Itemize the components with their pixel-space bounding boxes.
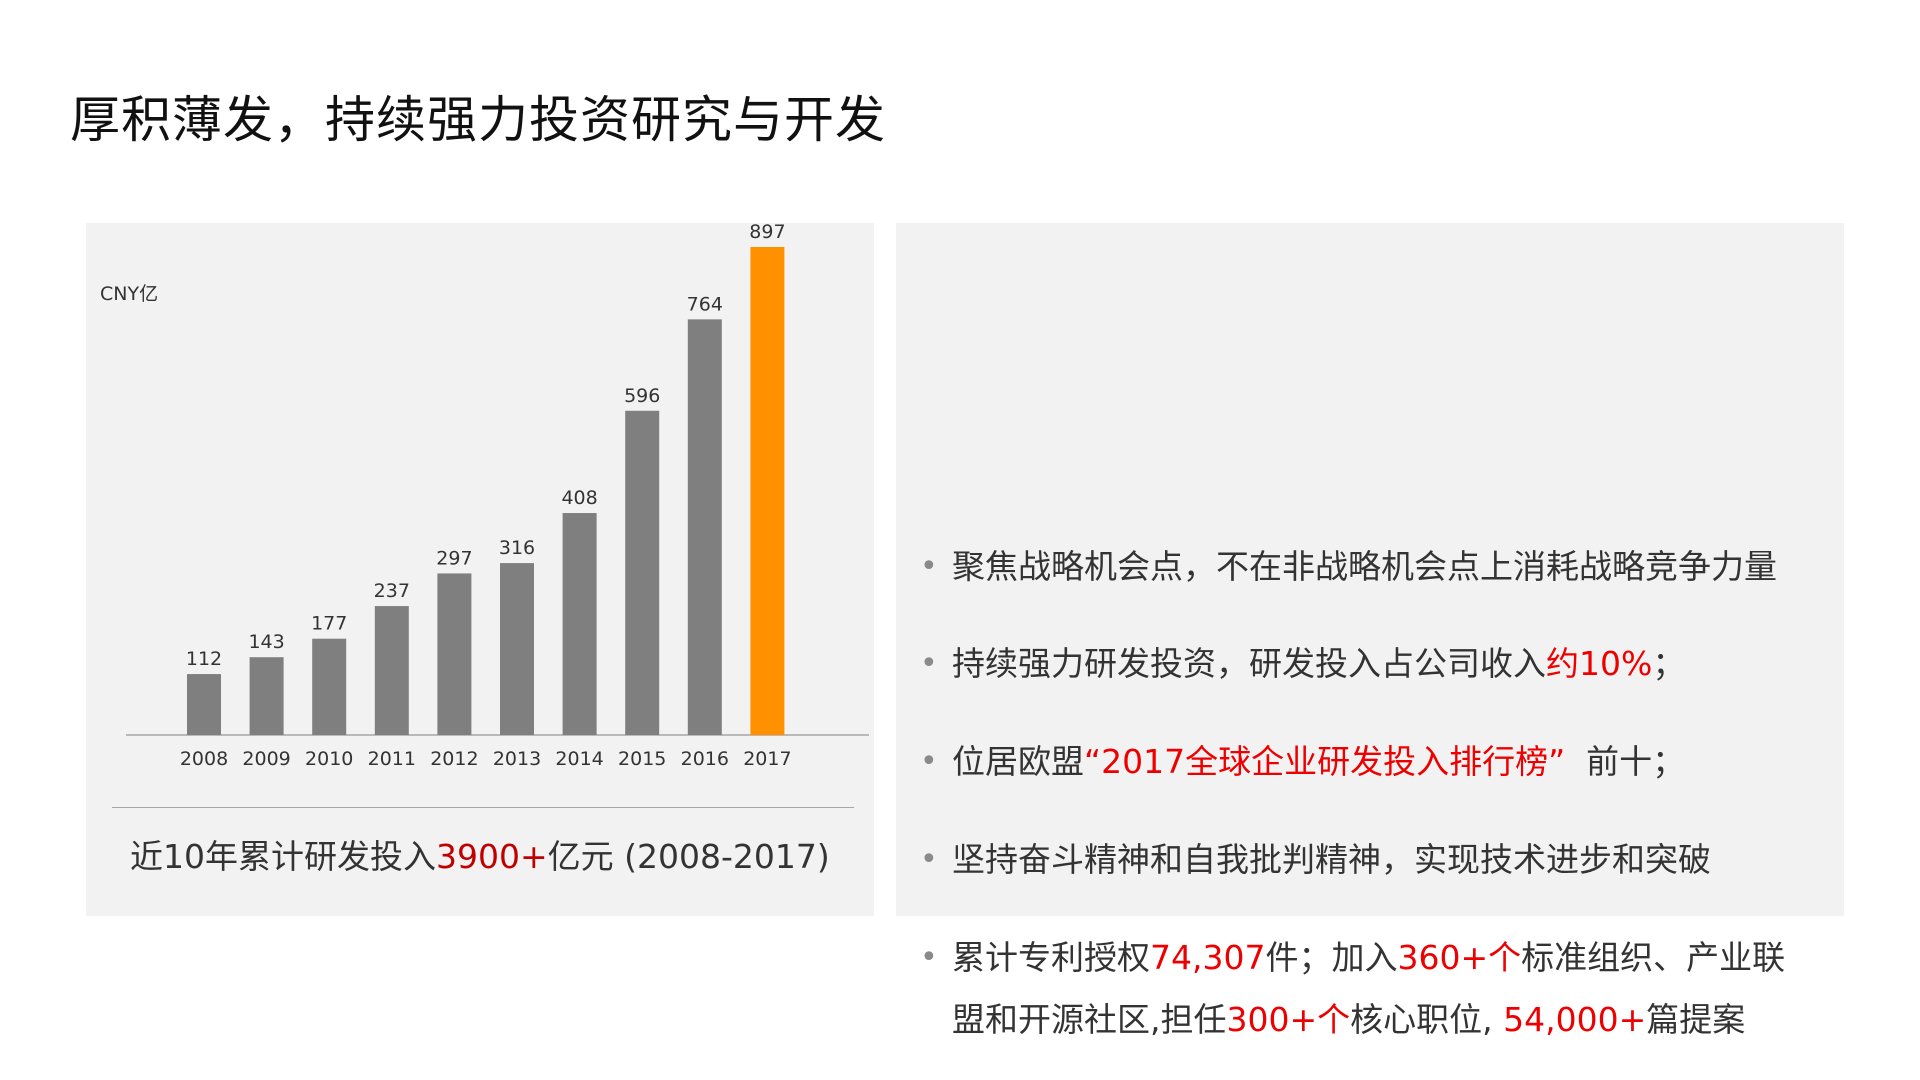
bar-2015: [625, 410, 660, 735]
bullet-text: 篇提案: [1646, 1000, 1746, 1039]
bullet-strategy: • 聚焦战略机会点，不在非战略机会点上消耗战略竞争力量: [914, 536, 1777, 598]
divider-line: [112, 807, 854, 808]
bar-2010: [312, 638, 347, 735]
bullet-text: 累计专利授权: [952, 938, 1150, 977]
x-tick-2008: 2008: [180, 748, 228, 770]
x-tick-2014: 2014: [555, 748, 603, 770]
bullet-text: 坚持奋斗精神和自我批判精神，实现技术进步和突破: [952, 840, 1711, 879]
summary-suffix: 亿元 (2008-2017): [547, 837, 830, 876]
data-label-2011: 237: [374, 580, 410, 602]
bullet-text: 持续强力研发投资，研发投入占公司收入: [952, 644, 1546, 683]
bullet-spirit: • 坚持奋斗精神和自我批判精神，实现技术进步和突破: [914, 829, 1711, 891]
bar-2017: [750, 247, 785, 735]
bullet-patents: • 累计专利授权74,307件；加入360+个标准组织、产业联盟和开源社区,担任3…: [914, 927, 1785, 1051]
summary-value: 3900+: [436, 837, 548, 876]
data-label-2016: 764: [687, 293, 723, 315]
bullet-text: ；: [1652, 644, 1686, 683]
bullet-dot-icon: •: [920, 940, 938, 975]
x-tick-2015: 2015: [618, 748, 666, 770]
data-label-2015: 596: [624, 385, 660, 407]
page-title: 厚积薄发，持续强力投资研究与开发: [70, 91, 886, 149]
x-tick-2017: 2017: [743, 748, 791, 770]
data-label-2010: 177: [311, 613, 347, 635]
bullet-dot-icon: •: [920, 842, 938, 877]
rd-investment-bar-chart: 112 2008 143 2009 177 2010 237 2011 297 2012 316 20…: [126, 223, 869, 770]
bullet-highlight: “2017全球企业研发投入排行榜”: [1084, 742, 1566, 781]
bullet-dot-icon: •: [920, 646, 938, 681]
data-label-2014: 408: [561, 487, 597, 509]
data-label-2013: 316: [499, 537, 535, 559]
bar-2008: [187, 674, 221, 735]
bullet-text: 盟和开源社区,担任: [952, 1000, 1227, 1039]
bar-2012: [437, 573, 472, 735]
bullet-eu-ranking: • 位居欧盟“2017全球企业研发投入排行榜” 前十；: [914, 731, 1685, 793]
bullet-text: 件；加入: [1265, 938, 1398, 977]
chart-panel: 112 2008 143 2009 177 2010 237 2011 297 2012 316 20…: [86, 223, 874, 916]
bullet-rd-ratio: • 持续强力研发投资，研发投入占公司收入约10%；: [914, 633, 1685, 695]
bullet-highlight: 360+个: [1397, 938, 1522, 977]
bullet-highlight: 约10%: [1546, 644, 1653, 683]
bullet-highlight: 74,307: [1150, 938, 1266, 977]
summary-prefix: 近10年累计研发投入: [130, 837, 436, 876]
bar-2011: [374, 606, 409, 735]
bullet-text: 核心职位,: [1350, 1000, 1504, 1039]
bullet-highlight: 54,000+: [1503, 1000, 1647, 1039]
bullet-text: 聚焦战略机会点，不在非战略机会点上消耗战略竞争力量: [952, 547, 1777, 586]
highlights-panel: • 聚焦战略机会点，不在非战略机会点上消耗战略竞争力量 • 持续强力研发投资，研发投…: [896, 223, 1844, 1039]
data-label-2012: 297: [436, 547, 472, 569]
x-tick-2010: 2010: [305, 748, 353, 770]
x-tick-2011: 2011: [368, 748, 416, 770]
x-tick-2013: 2013: [493, 748, 541, 770]
x-tick-2016: 2016: [681, 748, 729, 770]
bar-2013: [500, 563, 534, 735]
bullet-highlight: 300+个: [1226, 1000, 1351, 1039]
bullet-dot-icon: •: [920, 744, 938, 779]
bar-2009: [249, 657, 284, 735]
bullet-text: 标准组织、产业联: [1521, 938, 1786, 977]
bullet-text: 位居欧盟: [952, 742, 1084, 781]
summary-text: 近10年累计研发投入3900+亿元 (2008-2017): [130, 835, 830, 879]
bullet-text: 前十；: [1565, 742, 1686, 781]
x-tick-2012: 2012: [430, 748, 478, 770]
y-unit-label: CNY亿: [100, 283, 159, 305]
data-label-2008: 112: [186, 648, 222, 670]
data-label-2017: 897: [749, 223, 785, 243]
bullet-dot-icon: •: [920, 549, 938, 584]
bar-2014: [562, 513, 597, 735]
x-tick-2009: 2009: [242, 748, 290, 770]
bar-2016: [687, 319, 722, 735]
data-label-2009: 143: [248, 631, 284, 653]
